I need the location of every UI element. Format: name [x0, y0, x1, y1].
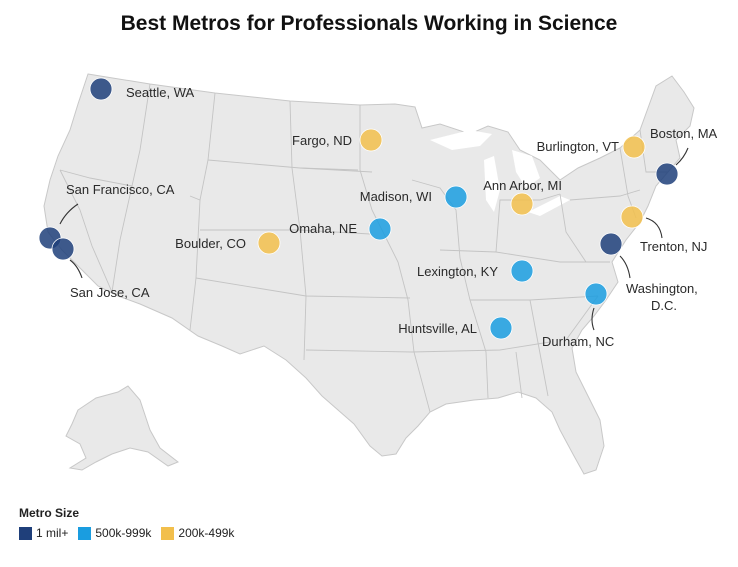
legend-label-1mil: 1 mil+: [36, 526, 69, 540]
arrow-san-jose: [69, 259, 83, 279]
lake-huron: [512, 150, 540, 188]
legend-item-500k: 500k-999k: [78, 526, 151, 540]
metro-label-san-francisco-ca: San Francisco, CA: [66, 182, 175, 197]
metro-label-boston-ma: Boston, MA: [650, 126, 718, 141]
legend-items: 1 mil+ 500k-999k 200k-499k: [19, 526, 234, 540]
metro-label-fargo-nd: Fargo, ND: [292, 133, 352, 148]
metro-marker-boston-ma[interactable]: [655, 162, 679, 186]
metro-marker-lexington-ky[interactable]: [510, 259, 534, 283]
metro-label-huntsville-al: Huntsville, AL: [398, 321, 477, 336]
metro-marker-huntsville-al[interactable]: [489, 316, 513, 340]
metro-markers: [38, 77, 679, 340]
metro-marker-omaha-ne[interactable]: [368, 217, 392, 241]
metro-label-san-jose-ca: San Jose, CA: [70, 285, 150, 300]
legend-item-200k: 200k-499k: [161, 526, 234, 540]
metro-marker-ann-arbor-mi[interactable]: [510, 192, 534, 216]
metro-marker-burlington-vt[interactable]: [622, 135, 646, 159]
metro-marker-durham-nc[interactable]: [584, 282, 608, 306]
metro-marker-fargo-nd[interactable]: [359, 128, 383, 152]
legend: Metro Size 1 mil+ 500k-999k 200k-499k: [19, 506, 234, 540]
arrow-trenton: [645, 217, 663, 239]
legend-title: Metro Size: [19, 506, 80, 520]
arrow-boston: [675, 147, 689, 166]
legend-swatch-500k: [78, 526, 92, 540]
metro-label-burlington-vt: Burlington, VT: [537, 139, 619, 154]
lake-michigan: [484, 156, 500, 212]
metro-label-durham-nc: Durham, NC: [542, 334, 614, 349]
metro-marker-trenton-nj[interactable]: [620, 205, 644, 229]
metro-labels: Seattle, WA San Francisco, CA San Jose, CA…: [66, 85, 718, 349]
legend-swatch-1mil: [19, 526, 32, 540]
map-title: Best Metros for Professionals Working in…: [120, 12, 618, 35]
metro-label-washington-d-c: Washington, D.C.: [626, 281, 698, 313]
metro-marker-san-jose-ca[interactable]: [51, 237, 75, 261]
alaska-shape: [65, 385, 179, 471]
legend-item-1mil: 1 mil+: [19, 526, 68, 540]
arrow-washington: [619, 255, 631, 279]
metro-label-ann-arbor-mi: Ann Arbor, MI: [483, 178, 562, 193]
legend-label-200k: 200k-499k: [178, 526, 235, 540]
annotation-arrows: [59, 147, 689, 331]
legend-label-500k: 500k-999k: [95, 526, 152, 540]
legend-swatch-200k: [161, 526, 175, 540]
metro-marker-seattle-wa[interactable]: [89, 77, 113, 101]
metro-label-omaha-ne: Omaha, NE: [289, 221, 357, 236]
arrow-san-francisco: [59, 203, 79, 225]
metro-label-boulder-co: Boulder, CO: [175, 236, 246, 251]
lake-erie: [528, 196, 570, 216]
arrow-durham: [591, 307, 595, 331]
metro-marker-madison-wi[interactable]: [444, 185, 468, 209]
lake-superior: [430, 130, 492, 150]
metro-label-lexington-ky: Lexington, KY: [417, 264, 498, 279]
metro-marker-boulder-co[interactable]: [257, 231, 281, 255]
metro-label-madison-wi: Madison, WI: [360, 189, 432, 204]
metro-label-seattle-wa: Seattle, WA: [126, 85, 194, 100]
metro-label-trenton-nj: Trenton, NJ: [640, 239, 707, 254]
state-boundaries: [59, 83, 668, 413]
metro-marker-washington-d-c[interactable]: [599, 232, 623, 256]
